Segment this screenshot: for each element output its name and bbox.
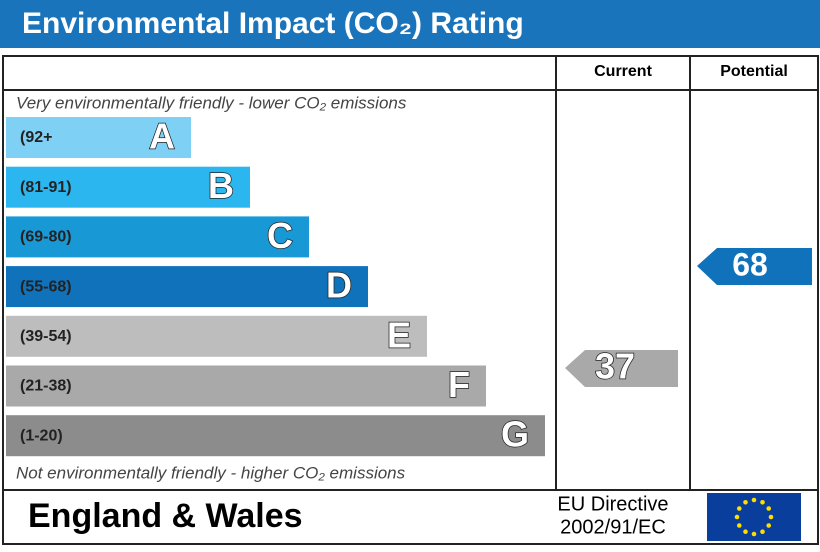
- band-range: (21-38): [20, 378, 72, 395]
- band-letter: D: [326, 265, 352, 306]
- star: [760, 499, 765, 505]
- directive: EU Directive: [557, 493, 668, 515]
- star: [751, 531, 757, 537]
- star: [768, 514, 774, 520]
- frame: [2, 55, 819, 545]
- band: [6, 365, 486, 407]
- band: [6, 216, 309, 258]
- potential-value: 68: [732, 246, 768, 282]
- eu-stars: [734, 497, 774, 537]
- band: [6, 166, 250, 208]
- band-letter: F: [448, 364, 470, 405]
- star: [766, 523, 772, 528]
- band-range: (55-68): [20, 278, 72, 295]
- band: [6, 415, 545, 457]
- current-value: 37: [595, 346, 635, 387]
- band-letter: E: [387, 314, 411, 355]
- band: [6, 266, 368, 308]
- title: Environmental Impact (CO₂) Rating: [22, 7, 524, 40]
- band-range: (69-80): [20, 229, 72, 246]
- band-letter: G: [501, 414, 529, 455]
- band-letter: C: [267, 215, 293, 256]
- band-range: (81-91): [20, 179, 72, 196]
- band: [6, 315, 427, 357]
- bands: (92+ A (81-91) B (69-80) C (55-68) D (39-54) E (21…: [6, 115, 545, 457]
- band-range: (1-20): [20, 427, 63, 444]
- current-arrow: [565, 350, 678, 387]
- band-range: (39-54): [20, 328, 72, 345]
- band-letter: A: [149, 116, 175, 157]
- band-range: (92+: [20, 129, 52, 146]
- column-header: Potential: [720, 63, 788, 80]
- star: [766, 506, 772, 511]
- band: [6, 117, 191, 158]
- star: [734, 514, 740, 520]
- bottom-note: Not environmentally friendly - higher CO…: [16, 463, 406, 482]
- column-header: Current: [594, 63, 652, 80]
- star: [743, 529, 748, 535]
- star: [760, 529, 765, 535]
- band-letter: B: [208, 165, 234, 206]
- star: [736, 506, 742, 511]
- star: [743, 499, 748, 505]
- star: [751, 497, 757, 503]
- top-note: Very environmentally friendly - lower CO…: [16, 93, 407, 112]
- region: England & Wales: [28, 497, 303, 535]
- potential-arrow: [697, 248, 812, 285]
- star: [736, 523, 742, 528]
- directive: 2002/91/EC: [560, 516, 666, 538]
- title-bar: [0, 0, 820, 48]
